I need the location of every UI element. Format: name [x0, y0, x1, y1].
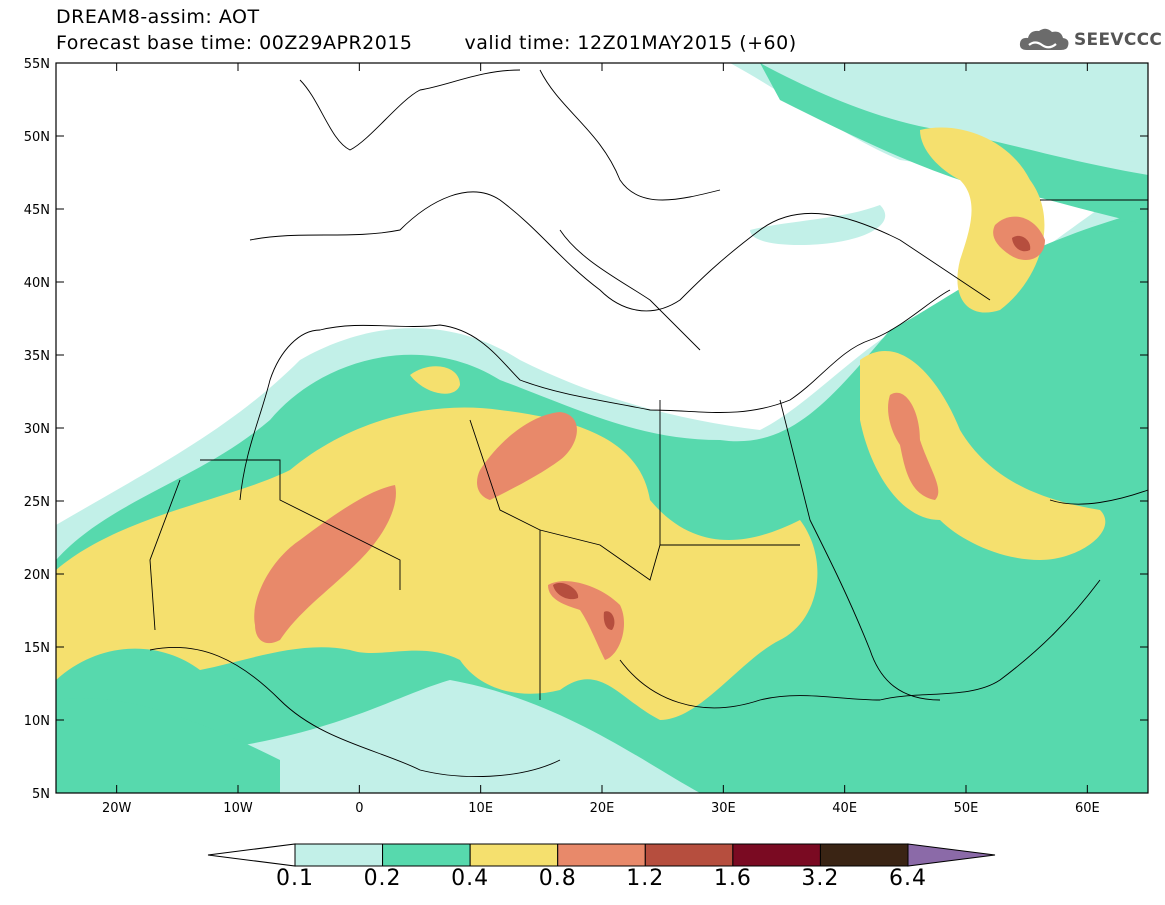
lat-label: 55N [24, 57, 50, 72]
lon-label: 60E [1075, 801, 1100, 816]
colorbar-label: 1.6 [713, 866, 752, 891]
lat-label: 50N [24, 130, 50, 145]
cloud-icon [1019, 28, 1069, 50]
colorbar-upper-arrow [907, 843, 996, 867]
lon-label: 20E [590, 801, 615, 816]
colorbar-box [382, 843, 471, 867]
colorbar-box [294, 843, 384, 867]
lat-label: 10N [24, 714, 50, 729]
lat-label: 25N [24, 495, 50, 510]
lat-label: 20N [24, 568, 50, 583]
colorbar-box [732, 843, 821, 867]
colorbar-label: 0.8 [538, 866, 577, 891]
lon-label: 10W [223, 801, 253, 816]
colorbar-box [819, 843, 909, 867]
forecast-times: Forecast base time: 00Z29APR2015 valid ti… [56, 32, 797, 54]
lon-label: 40E [832, 801, 857, 816]
base-time: Forecast base time: 00Z29APR2015 [56, 32, 413, 54]
colorbar-label: 3.2 [801, 866, 840, 891]
aot-field [56, 63, 1148, 793]
lat-label: 40N [24, 276, 50, 291]
lat-label: 35N [24, 349, 50, 364]
map-title: DREAM8-assim: AOT [56, 6, 260, 28]
lat-label: 15N [24, 641, 50, 656]
lon-label: 50E [954, 801, 979, 816]
lon-label: 20W [102, 801, 132, 816]
colorbar-label: 6.4 [889, 866, 927, 891]
lon-label: 10E [468, 801, 493, 816]
logo-text: SEEVCCC [1074, 30, 1163, 50]
valid-time: valid time: 12Z01MAY2015 (+60) [464, 32, 797, 54]
colorbar-label: 0.2 [363, 866, 402, 891]
colorbar-box [557, 843, 646, 867]
lat-label: 45N [24, 203, 50, 218]
colorbar-box [644, 843, 734, 867]
seevccc-logo: SEEVCCC [1017, 26, 1162, 54]
lon-label: 0 [355, 801, 363, 816]
colorbar-lower-arrow [207, 843, 296, 867]
lat-label: 30N [24, 422, 50, 437]
colorbar-label: 0.4 [451, 866, 490, 891]
colorbar-box [469, 843, 559, 867]
lat-label: 5N [32, 787, 50, 802]
lon-label: 30E [711, 801, 736, 816]
colorbar-label: 1.2 [626, 866, 665, 891]
colorbar-label: 0.1 [276, 866, 314, 891]
